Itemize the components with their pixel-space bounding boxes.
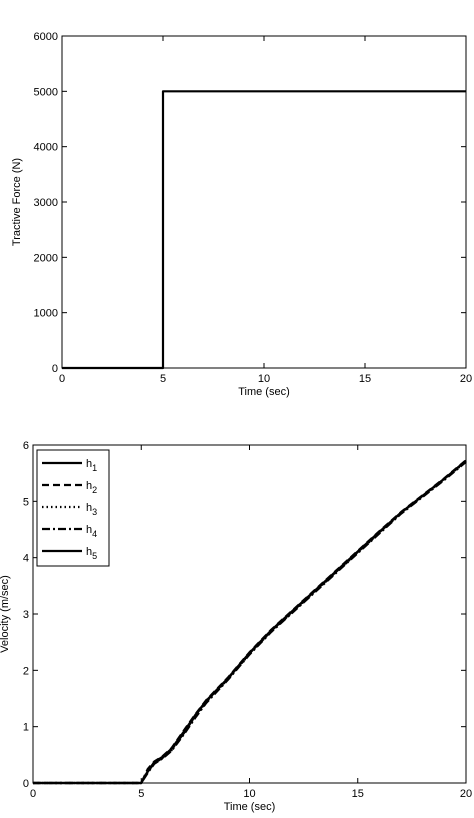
x-tick-label: 0: [30, 788, 36, 800]
x-tick-label: 20: [460, 373, 472, 385]
legend-entry: h1: [86, 458, 97, 473]
plot-frame: [61, 35, 467, 369]
series-line-line-0: [62, 90, 466, 370]
y-tick-label: 5000: [34, 86, 58, 98]
legend-entry: h3: [86, 502, 97, 517]
x-tick-label: 20: [460, 788, 472, 800]
y-tick-label: 3: [23, 609, 29, 621]
x-tick-label: 15: [352, 788, 364, 800]
y-tick-label: 0: [52, 363, 58, 375]
x-tick-label: 10: [243, 788, 255, 800]
y-axis-label: Tractive Force (N): [11, 158, 23, 246]
x-tick-label: 5: [138, 788, 144, 800]
y-tick-label: 6: [23, 440, 29, 452]
y-tick-label: 4000: [34, 142, 58, 154]
y-axis-label: Velocity (m/sec): [0, 575, 11, 653]
y-tick-label: 4: [23, 553, 29, 565]
y-tick-label: 1: [23, 722, 29, 734]
velocity-chart: 0 5 10 15 20 0 1 2 3 4 5 6 Time (sec) Velocity (m/sec…: [0, 440, 472, 813]
legend-entry: h4: [86, 524, 97, 539]
legend-entry: h5: [86, 546, 97, 561]
series-line-h5: [33, 459, 467, 785]
legend-entry: h2: [86, 480, 97, 495]
x-axis-label: Time (sec): [224, 801, 276, 813]
x-tick-label: 15: [359, 373, 371, 385]
legend-box: [36, 449, 110, 567]
y-tick-label: 2: [23, 665, 29, 677]
y-tick-label: 0: [23, 778, 29, 790]
x-tick-label: 5: [160, 373, 166, 385]
tractive-force-chart: 0 5 10 15 20 0 1000 2000 3000 4000 5000 6000 Time (s…: [11, 31, 472, 398]
x-tick-label: 0: [59, 373, 65, 385]
x-tick-label: 10: [258, 373, 270, 385]
y-tick-label: 5: [23, 496, 29, 508]
y-tick-label: 3000: [34, 197, 58, 209]
y-tick-label: 1000: [34, 308, 58, 320]
y-tick-label: 2000: [34, 252, 58, 264]
x-axis-label: Time (sec): [238, 386, 290, 398]
y-tick-label: 6000: [34, 31, 58, 43]
